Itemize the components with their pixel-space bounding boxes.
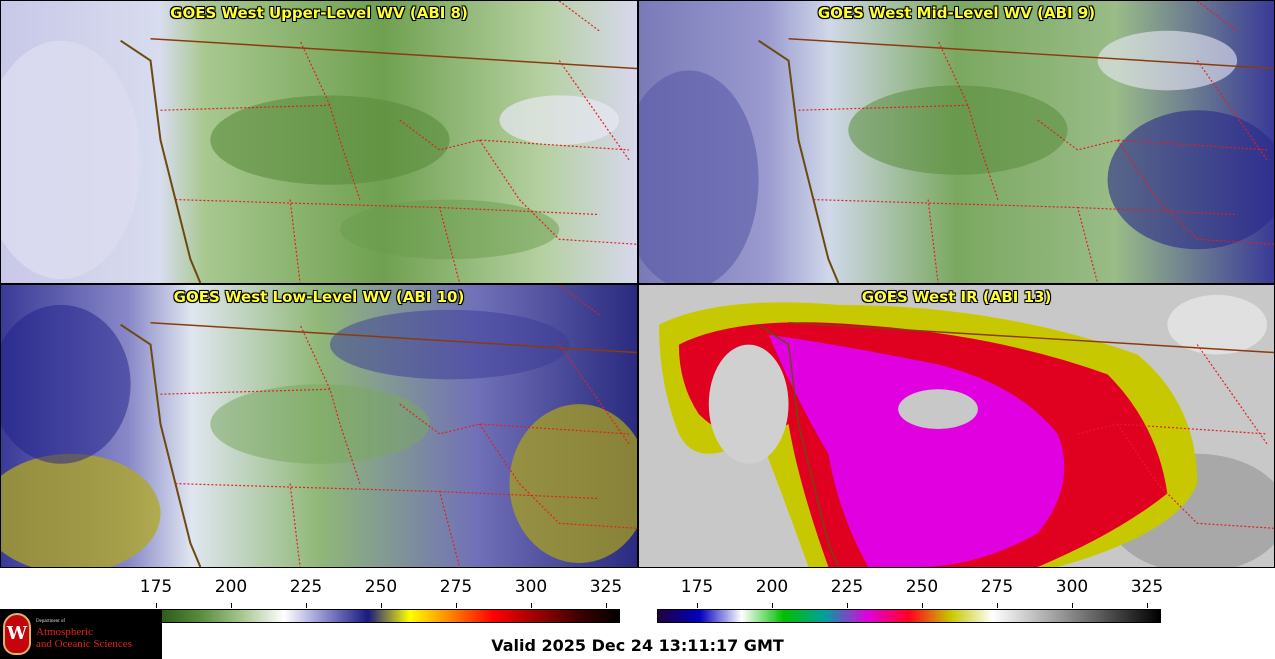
satellite-image-upper [1,1,637,283]
colorbar-tick-label: 200 [755,577,789,597]
panel-title: GOES West Low-Level WV (ABI 10) [173,288,465,306]
panel-title: GOES West Upper-Level WV (ABI 8) [170,4,468,22]
logo-line2: and Oceanic Sciences [36,638,132,650]
satellite-image-mid [639,1,1274,283]
colorbar-tick-label: 325 [1130,577,1164,597]
logo-line1: Atmospheric [36,626,93,638]
satellite-image-low [1,285,637,567]
colorbar-tick-mark [156,603,157,608]
panel-ir: GOES West IR (ABI 13) [638,284,1275,568]
colorbar-tick-mark [847,603,848,608]
colorbar-tick-label: 250 [364,577,398,597]
colorbar-tick-label: 300 [1055,577,1089,597]
colorbar-tick-label: 300 [514,577,548,597]
wv-colorbar [116,609,620,623]
colorbar-tick-mark [997,603,998,608]
ir-colorbar [657,609,1161,623]
ir-colorbar-ticks: 175 200 225 250 275 300 325 [657,577,1164,608]
colorbar-tick-mark [531,603,532,608]
colorbar-tick-label: 175 [139,577,173,597]
colorbar-tick-mark [772,603,773,608]
valid-time: Valid 2025 Dec 24 13:11:17 GMT [491,636,784,655]
colorbar-tick-label: 325 [589,577,623,597]
uw-seal-icon: W [3,613,31,655]
panel-upper-level-wv: GOES West Upper-Level WV (ABI 8) [0,0,638,284]
colorbar-tick-label: 275 [980,577,1014,597]
panel-low-level-wv: GOES West Low-Level WV (ABI 10) [0,284,638,568]
colorbar-tick-mark [1072,603,1073,608]
colorbar-tick-label: 275 [439,577,473,597]
wv-colorbar-ticks: 175 200 225 250 275 300 325 [116,577,623,608]
panel-title: GOES West IR (ABI 13) [861,288,1052,306]
colorbar-tick-mark [231,603,232,608]
colorbar-tick-label: 250 [905,577,939,597]
colorbar-tick-mark [456,603,457,608]
colorbar-tick-label: 225 [289,577,323,597]
colorbar-tick-mark [922,603,923,608]
colorbar-tick-mark [1147,603,1148,608]
colorbar-tick-label: 200 [214,577,248,597]
colorbar-tick-mark [697,603,698,608]
aos-logo: W Department of Atmospheric and Oceanic … [0,609,162,659]
panel-mid-level-wv: GOES West Mid-Level WV (ABI 9) [638,0,1275,284]
colorbar-tick-label: 175 [680,577,714,597]
colorbar-tick-mark [306,603,307,608]
colorbar-tick-label: 225 [830,577,864,597]
colorbar-tick-mark [381,603,382,608]
panel-title: GOES West Mid-Level WV (ABI 9) [817,4,1096,22]
colorbar-tick-mark [606,603,607,608]
satellite-image-ir [639,285,1274,567]
logo-department: Department of [36,619,66,624]
